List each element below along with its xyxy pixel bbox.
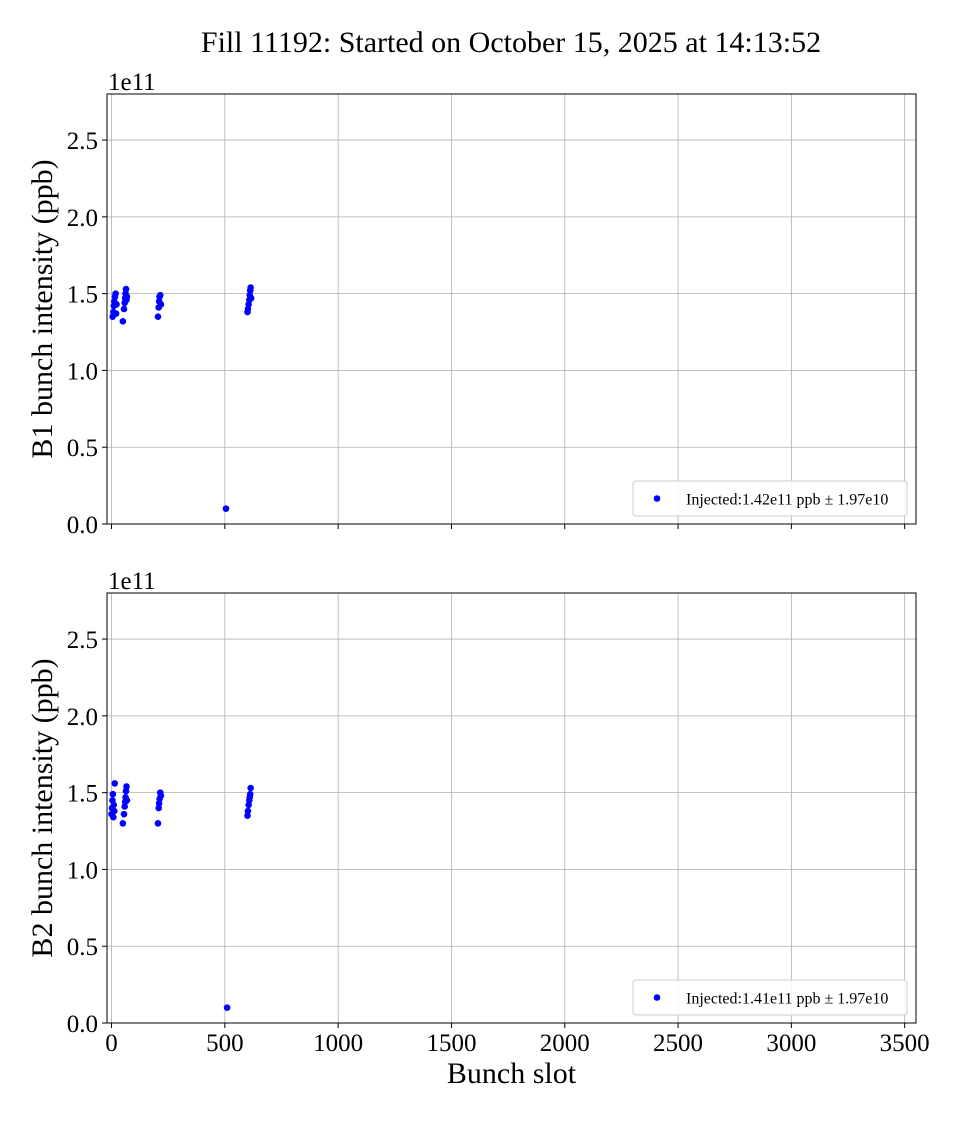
legend-marker <box>653 994 661 1001</box>
x-tick-label: 0 <box>105 1030 118 1057</box>
x-tick-label: 3000 <box>766 1030 816 1057</box>
y-tick-label: 2.5 <box>67 627 98 654</box>
y-tick-label: 2.0 <box>67 704 98 731</box>
data-point <box>119 317 127 325</box>
y-tick-label: 2.5 <box>67 128 98 155</box>
y-tick-label: 0.0 <box>67 512 98 539</box>
y-tick-label: 1.5 <box>67 282 98 309</box>
panel-2: 0 500 1000 1500 2000 2500 3000 3500 0.0 0.5 1.0 1.5… <box>26 568 930 1090</box>
chart-panels: 0.0 0.5 1.0 1.5 2.0 2.5 1e11 B1 bunch intensity… <box>26 69 930 1090</box>
data-point <box>109 790 117 798</box>
data-point <box>123 797 131 804</box>
panel-1: 0.0 0.5 1.0 1.5 2.0 2.5 1e11 B1 bunch intensity… <box>26 69 917 539</box>
x-tick-label: 3500 <box>880 1030 930 1057</box>
data-point <box>157 301 165 308</box>
y-tick-label: 1.0 <box>67 857 98 884</box>
data-point <box>247 784 254 792</box>
y-offset-label: 1e11 <box>108 69 156 96</box>
data-point <box>244 807 252 815</box>
data-point <box>222 505 230 512</box>
data-point <box>157 792 165 800</box>
data-point <box>119 820 127 827</box>
data-point <box>247 294 255 302</box>
data-point <box>223 1004 231 1011</box>
y-tick-label: 1.0 <box>67 358 98 385</box>
data-point <box>154 820 162 827</box>
x-tick-label: 2000 <box>540 1030 590 1057</box>
y-tick-label: 1.5 <box>67 781 98 808</box>
data-point <box>110 807 118 815</box>
y-tick-label: 0.0 <box>67 1011 98 1038</box>
legend-label: Injected:1.42e11 ppb ± 1.97e10 <box>686 492 888 509</box>
data-point <box>247 284 254 291</box>
x-tick-label: 1000 <box>313 1030 363 1057</box>
data-point <box>156 291 164 299</box>
data-point <box>246 790 254 798</box>
x-tick-label: 1500 <box>426 1030 476 1057</box>
data-point <box>120 810 128 818</box>
data-point <box>120 305 128 313</box>
data-point <box>112 290 119 297</box>
y-offset-label: 1e11 <box>108 568 156 595</box>
y-axis-label: B1 bunch intensity (ppb) <box>26 159 59 458</box>
legend-label: Injected:1.41e11 ppb ± 1.97e10 <box>686 991 888 1008</box>
x-axis-label: Bunch slot <box>447 1057 577 1090</box>
plot-frame <box>106 592 917 1024</box>
legend-marker <box>653 495 661 502</box>
y-tick-label: 0.5 <box>67 934 98 961</box>
y-tick-label: 0.5 <box>67 435 98 462</box>
y-axis-label: B2 bunch intensity (ppb) <box>26 658 59 957</box>
data-point <box>111 780 119 787</box>
figure-title: Fill 11192: Started on October 15, 2025 … <box>201 26 821 59</box>
x-tick-label: 500 <box>206 1030 244 1057</box>
data-point <box>112 310 120 317</box>
data-point <box>110 801 118 809</box>
legend-box <box>632 480 908 517</box>
data-point <box>110 813 117 821</box>
data-point <box>113 301 120 308</box>
legend-box <box>632 979 908 1016</box>
y-tick-label: 2.0 <box>67 205 98 232</box>
data-point <box>123 293 131 301</box>
data-point <box>154 313 162 320</box>
plot-frame <box>106 93 917 525</box>
data-point <box>123 783 130 790</box>
data-point <box>122 285 130 293</box>
x-tick-label: 2500 <box>653 1030 703 1057</box>
